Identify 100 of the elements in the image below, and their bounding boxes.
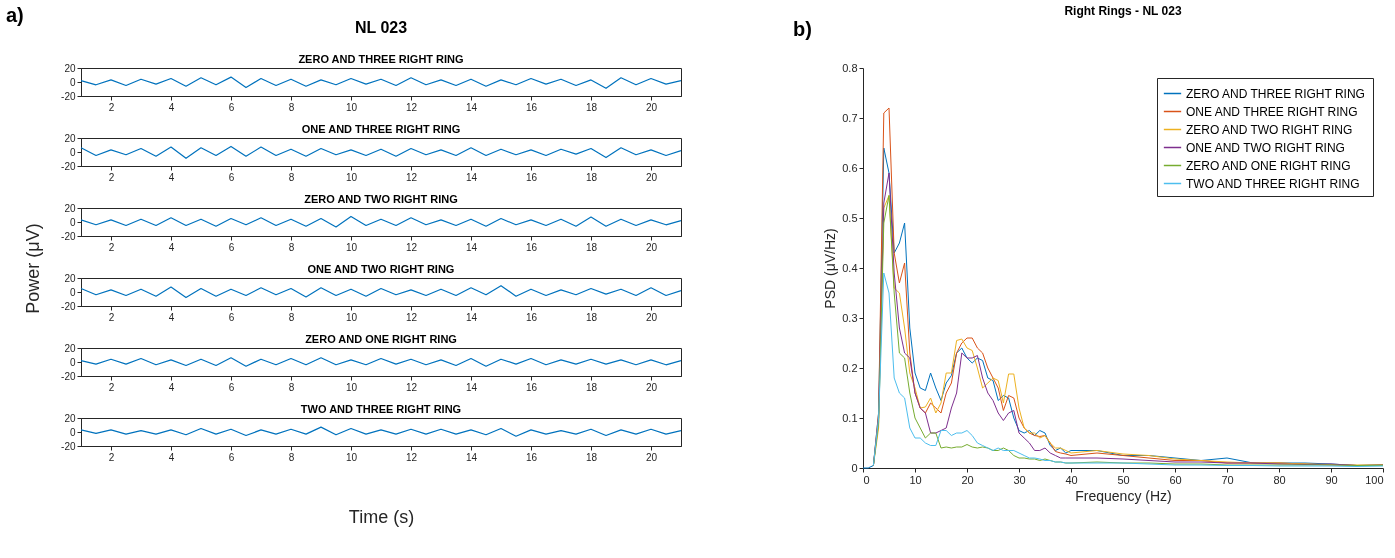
x-tick-label: 6 [228,101,235,113]
x-tick-label: 30 [1013,473,1026,486]
y-tick-label: 0 [69,216,76,228]
x-tick-label: 20 [645,101,658,113]
legend-label: ZERO AND ONE RIGHT RING [1186,158,1351,173]
x-tick-label: 80 [1273,473,1286,486]
y-axis-title: Power (μV) [23,223,44,314]
y-tick-label: 0 [851,461,858,474]
x-tick-label: 50 [1117,473,1130,486]
x-tick-label: 16 [525,451,538,463]
text: b) [793,18,812,40]
x-tick-label: 14 [465,311,478,323]
y-tick-label: -20 [61,160,76,172]
line-series [80,76,682,89]
x-tick-label: 8 [288,241,295,253]
chart-title: ZERO AND THREE RIGHT RING [298,53,464,65]
x-tick-label: 16 [525,171,538,183]
y-tick-label: -20 [61,230,76,242]
x-tick-label: 60 [1169,473,1182,486]
x-tick-label: 18 [585,451,598,463]
x-tick-label: 12 [405,451,418,463]
y-tick-label: 0 [69,356,76,368]
chart-title: ONE AND TWO RIGHT RING [307,263,455,275]
legend-label: ZERO AND THREE RIGHT RING [1186,86,1365,101]
x-tick-label: 10 [345,241,358,253]
chart-title: ONE AND THREE RIGHT RING [301,123,461,135]
y-tick-label: 0 [69,426,76,438]
x-tick-label: 6 [228,451,235,463]
x-tick-label: 14 [465,101,478,113]
x-tick-label: 4 [168,311,175,323]
x-tick-label: 2 [108,241,115,253]
text: NL 023 [354,19,408,36]
legend-label: ONE AND THREE RIGHT RING [1186,104,1358,119]
line-series [80,145,682,159]
x-tick-label: 18 [585,311,598,323]
x-tick-label: 100 [1365,473,1384,486]
x-tick-label: 10 [345,311,358,323]
y-axis-title: PSD (μV/Hz) [822,228,839,309]
x-tick-label: 18 [585,381,598,393]
legend-label: TWO AND THREE RIGHT RING [1186,176,1360,191]
y-tick-label: -20 [61,300,76,312]
y-tick-label: 0.4 [842,261,858,274]
y-tick-label: 20 [64,62,76,74]
y-tick-label: 0.6 [842,161,858,174]
x-tick-label: 12 [405,241,418,253]
chart-title: TWO AND THREE RIGHT RING [300,403,462,415]
x-tick-label: 20 [961,473,974,486]
line-series [872,272,1384,467]
x-tick-label: 6 [228,171,235,183]
x-tick-label: 14 [465,171,478,183]
x-tick-label: 8 [288,101,295,113]
y-tick-label: 0.3 [842,311,858,324]
x-tick-label: 14 [465,381,478,393]
x-tick-label: 4 [168,101,175,113]
x-tick-label: 0 [863,473,870,486]
x-tick-label: 4 [168,241,175,253]
y-tick-label: 0 [69,146,76,158]
x-tick-label: 8 [288,311,295,323]
y-tick-label: 0.5 [842,211,858,224]
line-series [80,426,682,437]
y-tick-label: 20 [64,202,76,214]
line-series [80,357,682,367]
x-tick-label: 16 [525,311,538,323]
y-tick-label: 0.8 [842,61,858,74]
y-tick-label: 20 [64,412,76,424]
x-tick-label: 2 [108,101,115,113]
x-tick-label: 20 [645,451,658,463]
text: a) [6,4,24,26]
legend-label: ONE AND TWO RIGHT RING [1186,140,1345,155]
x-tick-label: 20 [645,381,658,393]
x-tick-label: 18 [585,101,598,113]
legend-label: ZERO AND TWO RIGHT RING [1186,122,1353,137]
x-tick-label: 2 [108,171,115,183]
x-tick-label: 4 [168,381,175,393]
line-series [80,285,682,299]
x-tick-label: 10 [345,171,358,183]
y-tick-label: 20 [64,132,76,144]
y-tick-label: -20 [61,90,76,102]
x-tick-label: 8 [288,451,295,463]
x-tick-label: 14 [465,451,478,463]
y-tick-label: 0.2 [842,361,858,374]
x-tick-label: 2 [108,451,115,463]
y-tick-label: 0.7 [842,111,858,124]
x-tick-label: 2 [108,311,115,323]
x-tick-label: 20 [645,171,658,183]
x-tick-label: 16 [525,241,538,253]
x-tick-label: 10 [345,101,358,113]
x-tick-label: 6 [228,241,235,253]
y-tick-label: 0 [69,286,76,298]
x-tick-label: 10 [345,381,358,393]
x-tick-label: 4 [168,171,175,183]
x-tick-label: 8 [288,381,295,393]
y-tick-label: 20 [64,272,76,284]
y-tick-label: 0.1 [842,411,858,424]
x-tick-label: 16 [525,381,538,393]
chart-title: ZERO AND TWO RIGHT RING [304,193,458,205]
y-tick-label: -20 [61,440,76,452]
x-tick-label: 6 [228,381,235,393]
y-tick-label: -20 [61,370,76,382]
x-tick-label: 10 [909,473,922,486]
